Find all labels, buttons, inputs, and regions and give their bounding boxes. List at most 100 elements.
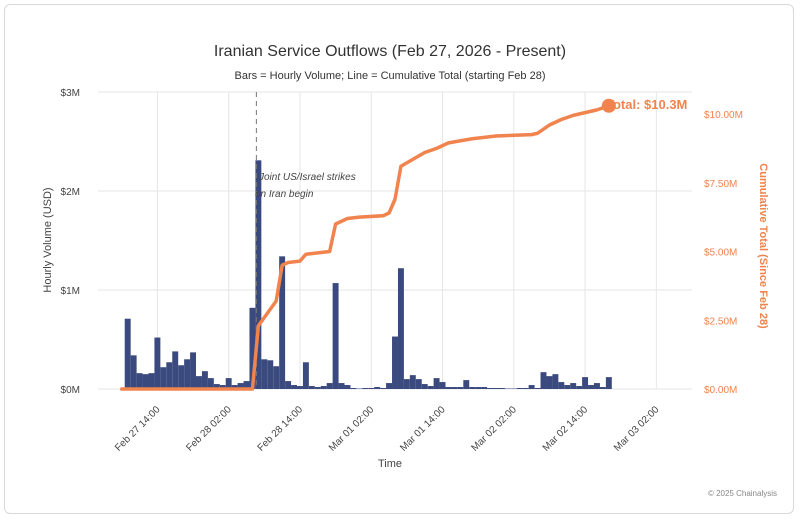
volume-bar <box>130 355 137 389</box>
chart-title: Iranian Service Outflows (Feb 27, 2026 -… <box>214 43 566 60</box>
volume-bar <box>320 386 327 389</box>
volume-bar <box>415 379 422 389</box>
y-right-tick-label: $2.50M <box>704 316 737 327</box>
volume-bar <box>380 388 387 389</box>
volume-bar <box>504 388 511 389</box>
volume-bar <box>403 379 410 389</box>
volume-bar <box>225 378 232 389</box>
volume-bar <box>142 374 149 389</box>
x-tick-label: Mar 02 02:00 <box>469 404 519 454</box>
y-left-tick-label: $2M <box>61 187 80 198</box>
volume-bar <box>392 336 398 389</box>
x-tick-label: Mar 03 02:00 <box>612 404 662 454</box>
volume-bar <box>522 388 529 389</box>
volume-bar <box>255 160 262 389</box>
volume-bar <box>314 387 321 389</box>
volume-bar <box>433 378 440 389</box>
volume-bar <box>540 372 547 389</box>
volume-bar <box>148 373 155 389</box>
volume-bar <box>154 337 161 389</box>
volume-bar <box>213 384 220 389</box>
volume-bar <box>469 387 476 389</box>
volume-bar <box>516 388 523 389</box>
volume-bar <box>528 385 535 389</box>
volume-bar <box>296 386 303 389</box>
volume-bar <box>588 385 594 389</box>
bar-series <box>124 160 612 389</box>
volume-bar <box>439 382 446 389</box>
volume-bar <box>124 318 131 389</box>
volume-bar <box>576 386 583 389</box>
x-tick-label: Feb 27 14:00 <box>113 404 163 454</box>
volume-bar <box>190 352 197 389</box>
volume-bar <box>285 381 292 389</box>
cumulative-line <box>120 104 611 391</box>
y-left-tick-label: $0M <box>61 385 80 396</box>
volume-bar <box>475 387 482 389</box>
volume-bar <box>249 307 256 389</box>
volume-bar <box>451 387 458 389</box>
x-tick-label: Mar 02 14:00 <box>541 404 591 454</box>
volume-bar <box>219 385 226 389</box>
volume-bar <box>273 366 280 389</box>
volume-bar <box>326 383 333 389</box>
y-axis-left-label: Hourly Volume (USD) <box>42 187 54 292</box>
volume-bar <box>593 383 600 389</box>
volume-bar <box>374 387 381 389</box>
volume-bar <box>570 383 577 389</box>
volume-bar <box>261 359 268 389</box>
volume-bar <box>207 378 214 389</box>
volume-bar <box>184 359 191 389</box>
y-right-tick-label: $0.00M <box>704 385 737 396</box>
x-tick-label: Mar 01 02:00 <box>327 404 377 454</box>
y-right-tick-label: $7.50M <box>704 179 737 190</box>
volume-bar <box>279 256 286 389</box>
volume-bar <box>291 385 297 389</box>
volume-bar <box>487 388 494 389</box>
volume-bar <box>534 388 541 389</box>
total-label: Total: $10.3M <box>606 97 687 112</box>
volume-bar <box>386 383 393 389</box>
y-axis-right-label: Cumulative Total (Since Feb 28) <box>757 163 769 329</box>
volume-bar <box>498 388 505 389</box>
x-axis-label: Time <box>378 458 402 470</box>
volume-bar <box>350 388 357 389</box>
volume-bar <box>267 360 274 389</box>
event-annotation-line2: on Iran begin <box>255 189 314 200</box>
chart-subtitle: Bars = Hourly Volume; Line = Cumulative … <box>234 70 545 82</box>
volume-bar <box>493 388 499 389</box>
volume-bar <box>201 371 208 389</box>
volume-bar <box>308 386 315 389</box>
chart-frame <box>4 4 794 514</box>
volume-bar <box>397 268 404 389</box>
volume-bar <box>457 387 464 389</box>
volume-bar <box>302 362 309 389</box>
volume-bar <box>231 385 238 389</box>
x-tick-label: Mar 01 14:00 <box>398 404 448 454</box>
volume-bar <box>196 376 202 389</box>
y-left-tick-label: $1M <box>61 286 80 297</box>
volume-bar <box>243 381 250 389</box>
x-tick-label: Feb 28 02:00 <box>184 404 234 454</box>
volume-bar <box>445 387 452 389</box>
volume-bar <box>599 387 606 389</box>
volume-bar <box>338 383 345 389</box>
volume-bar <box>332 283 339 389</box>
volume-bar <box>546 376 553 389</box>
y-right-tick-label: $10.00M <box>704 110 743 121</box>
volume-bar <box>166 362 173 389</box>
volume-bar <box>136 373 143 389</box>
volume-bar <box>368 388 375 389</box>
event-annotation-line1: Joint US/Israel strikes <box>258 172 356 183</box>
volume-bar <box>356 388 363 389</box>
volume-bar <box>421 384 428 389</box>
copyright-credit: © 2025 Chainalysis <box>708 489 777 498</box>
volume-bar <box>427 386 434 389</box>
volume-bar <box>362 388 369 389</box>
volume-bar <box>172 351 179 389</box>
volume-bar <box>178 365 185 389</box>
y-left-tick-label: $3M <box>61 88 80 99</box>
volume-bar <box>564 385 571 389</box>
cumulative-line-series <box>120 98 616 391</box>
